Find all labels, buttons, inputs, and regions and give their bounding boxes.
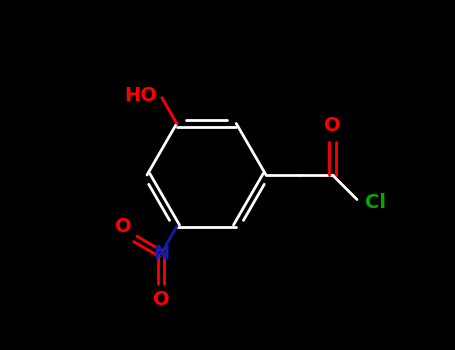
Text: O: O [115,217,132,236]
Text: O: O [153,290,169,309]
Text: O: O [324,117,341,135]
Text: HO: HO [124,86,157,105]
Text: Cl: Cl [365,194,386,212]
Text: N: N [153,244,169,263]
